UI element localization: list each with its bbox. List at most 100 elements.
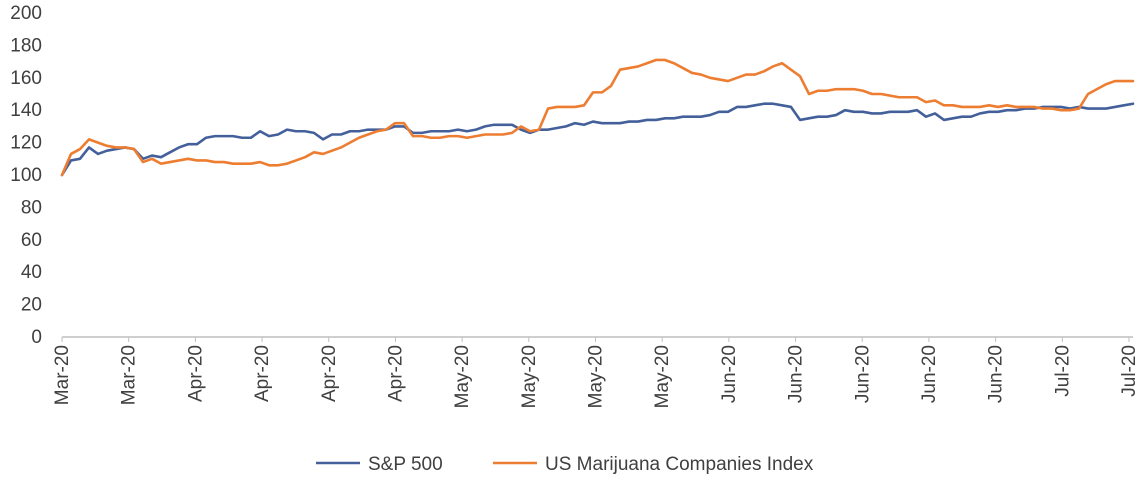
data-point bbox=[583, 104, 586, 107]
data-point bbox=[601, 122, 604, 125]
data-point bbox=[763, 70, 766, 73]
data-point bbox=[439, 130, 442, 133]
data-point bbox=[790, 106, 793, 109]
data-point bbox=[727, 80, 730, 83]
data-point bbox=[286, 162, 289, 165]
data-point bbox=[529, 130, 532, 133]
data-point bbox=[142, 161, 145, 164]
data-point bbox=[295, 159, 298, 162]
series-points-0 bbox=[61, 102, 1135, 176]
y-tick-label: 140 bbox=[10, 100, 42, 121]
data-point bbox=[997, 111, 1000, 114]
x-tick-label: Mar-20 bbox=[52, 345, 73, 405]
data-point bbox=[808, 93, 811, 96]
data-point bbox=[466, 136, 469, 139]
data-point bbox=[646, 119, 649, 122]
x-tick-label: Jun-20 bbox=[852, 345, 873, 403]
data-point bbox=[79, 148, 82, 151]
data-point bbox=[421, 132, 424, 135]
data-point bbox=[520, 128, 523, 131]
data-point bbox=[1078, 107, 1081, 110]
data-point bbox=[268, 164, 271, 167]
data-point bbox=[79, 158, 82, 161]
x-tick-label: Apr-20 bbox=[185, 345, 206, 402]
series-points-1 bbox=[61, 59, 1135, 177]
data-point bbox=[484, 133, 487, 136]
data-point bbox=[610, 122, 613, 125]
data-point bbox=[1105, 107, 1108, 110]
data-point bbox=[943, 119, 946, 122]
data-point bbox=[430, 130, 433, 133]
data-point bbox=[1087, 93, 1090, 96]
data-point bbox=[628, 67, 631, 70]
data-point bbox=[970, 106, 973, 109]
x-tick-label: May-20 bbox=[586, 345, 607, 408]
data-point bbox=[286, 128, 289, 131]
data-point bbox=[718, 78, 721, 81]
data-point bbox=[124, 146, 127, 149]
data-point bbox=[349, 141, 352, 144]
data-point bbox=[70, 153, 73, 156]
data-point bbox=[439, 136, 442, 139]
data-point bbox=[277, 133, 280, 136]
data-point bbox=[943, 104, 946, 107]
data-point bbox=[232, 162, 235, 165]
data-point bbox=[565, 106, 568, 109]
data-point bbox=[1132, 80, 1135, 83]
y-tick-label: 200 bbox=[10, 3, 42, 24]
data-point bbox=[1069, 109, 1072, 112]
y-tick-label: 60 bbox=[21, 230, 42, 251]
data-point bbox=[385, 128, 388, 131]
data-point bbox=[1060, 106, 1063, 109]
data-point bbox=[925, 115, 928, 118]
data-point bbox=[952, 117, 955, 120]
data-point bbox=[682, 67, 685, 70]
data-point bbox=[511, 132, 514, 135]
data-point bbox=[673, 117, 676, 120]
x-tick-label: Mar-20 bbox=[119, 345, 140, 405]
data-point bbox=[682, 115, 685, 118]
data-point bbox=[754, 73, 757, 76]
data-point bbox=[232, 135, 235, 138]
data-point bbox=[709, 114, 712, 117]
data-point bbox=[502, 133, 505, 136]
data-point bbox=[457, 128, 460, 131]
data-point bbox=[1015, 106, 1018, 109]
data-point bbox=[934, 112, 937, 115]
data-point bbox=[880, 93, 883, 96]
data-point bbox=[871, 112, 874, 115]
data-point bbox=[1042, 107, 1045, 110]
data-point bbox=[1006, 109, 1009, 112]
data-point bbox=[259, 130, 262, 133]
data-point bbox=[97, 153, 100, 156]
data-point bbox=[988, 111, 991, 114]
x-tick-label: Jul-20 bbox=[1119, 345, 1140, 397]
data-point bbox=[493, 133, 496, 136]
data-point bbox=[430, 136, 433, 139]
data-point bbox=[907, 111, 910, 114]
data-point bbox=[277, 164, 280, 167]
data-point bbox=[889, 111, 892, 114]
data-point bbox=[340, 133, 343, 136]
legend-label: S&P 500 bbox=[368, 454, 443, 475]
series-line-sp500 bbox=[60, 102, 1135, 177]
data-point bbox=[196, 159, 199, 162]
data-point bbox=[106, 145, 109, 148]
y-tick-label: 100 bbox=[10, 165, 42, 186]
data-point bbox=[484, 125, 487, 128]
data-point bbox=[70, 159, 73, 162]
data-point bbox=[295, 130, 298, 133]
data-point bbox=[718, 111, 721, 114]
data-point bbox=[1051, 107, 1054, 110]
data-point bbox=[466, 130, 469, 133]
data-point bbox=[1024, 106, 1027, 109]
data-point bbox=[817, 89, 820, 92]
data-point bbox=[646, 62, 649, 65]
data-point bbox=[313, 132, 316, 135]
x-tick-label: May-20 bbox=[452, 345, 473, 408]
data-point bbox=[862, 89, 865, 92]
data-point bbox=[538, 128, 541, 131]
legend: S&P 500 US Marijuana Companies Index bbox=[316, 454, 814, 475]
data-point bbox=[664, 117, 667, 120]
